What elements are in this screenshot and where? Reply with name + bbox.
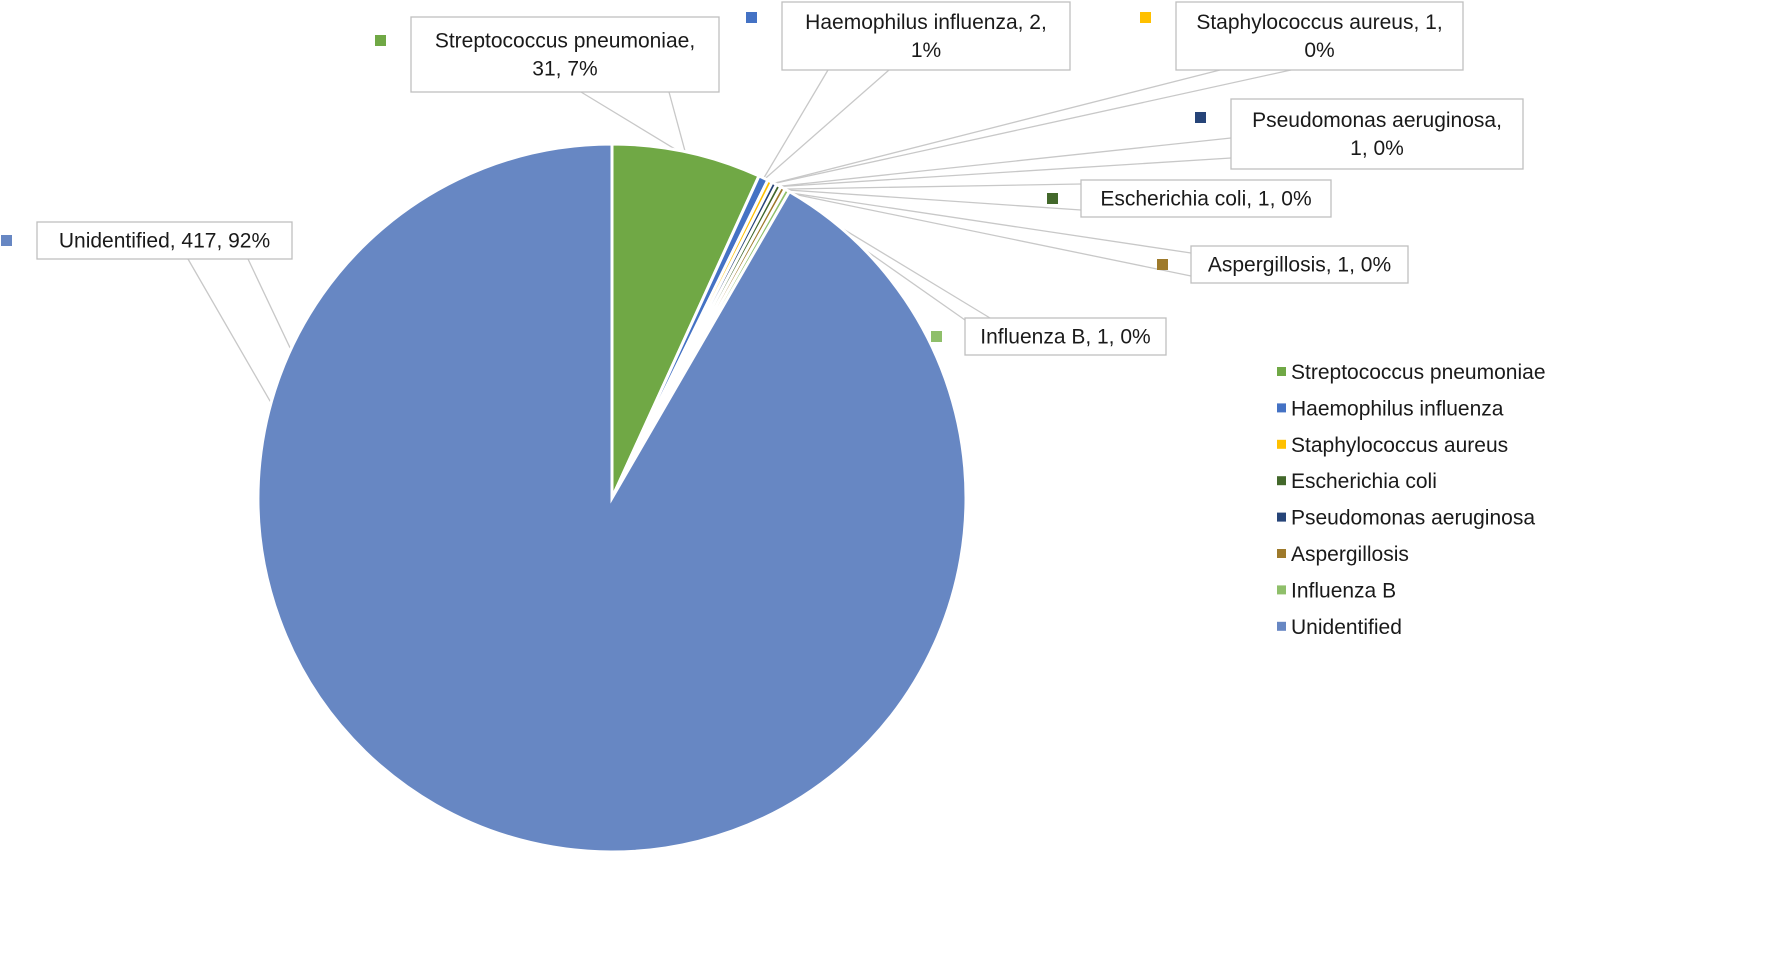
legend-swatch [1277,439,1286,449]
data-label-escherichia-coli: Escherichia coli, 1, 0% [1047,179,1332,218]
legend-label: Staphylococcus aureus [1291,434,1508,457]
legend-swatch [1277,476,1286,486]
leader-line-streptococcus-pneumoniae [668,91,687,157]
legend-swatch [1277,585,1286,595]
legend-label: Influenza B [1291,579,1396,602]
data-label-staphylococcus-aureus: Staphylococcus aureus, 1, 0% [1140,1,1464,71]
data-label-influenza-b: Influenza B, 1, 0% [931,317,1167,356]
legend-item-influenza-b: Influenza B [1277,579,1396,602]
data-label-key [1,235,12,246]
data-label-key [746,12,757,23]
leader-line-haemophilus-influenza [761,69,829,182]
leader-lines [187,69,1292,837]
leader-line-staphylococcus-aureus [768,69,1292,186]
data-label-text: 1, 0% [1350,137,1404,160]
legend: Streptococcus pneumoniae Haemophilus infl… [1277,361,1546,639]
data-label-key [1140,12,1151,23]
legend-item-aspergillosis: Aspergillosis [1277,543,1409,566]
data-label-key [1157,259,1168,270]
data-label-text: Haemophilus influenza, 2, [805,11,1047,34]
legend-label: Streptococcus pneumoniae [1291,361,1546,384]
legend-swatch [1277,367,1286,376]
data-label-haemophilus-influenza: Haemophilus influenza, 2, 1% [746,1,1071,71]
legend-item-staphylococcus-aureus: Staphylococcus aureus [1277,434,1508,457]
legend-label: Aspergillosis [1291,543,1409,566]
data-label-key [1195,112,1206,123]
data-label-box [1190,245,1409,284]
data-label-text: 0% [1304,39,1334,62]
data-label-key [1047,193,1058,204]
leader-line-aspergillosis [780,190,1192,254]
data-label-box [1080,179,1332,218]
data-label-text: Pseudomonas aeruginosa, [1252,109,1502,132]
legend-swatch [1277,549,1286,558]
legend-item-unidentified: Unidentified [1277,616,1402,639]
data-label-text: 31, 7% [532,58,597,81]
data-label-text: Unidentified, 417, 92% [59,230,270,253]
legend-item-haemophilus-influenza: Haemophilus influenza [1277,397,1504,420]
data-label-text: 1% [911,39,941,62]
data-label-text: Aspergillosis, 1, 0% [1208,254,1391,277]
leader-line-haemophilus-influenza [761,69,890,183]
legend-label: Escherichia coli [1291,470,1437,493]
data-label-key [375,35,386,46]
data-label-text: Streptococcus pneumoniae, [435,30,695,53]
data-label-key [931,331,942,342]
data-label-box [964,317,1167,356]
legend-label: Pseudomonas aeruginosa [1291,507,1535,530]
legend-swatch [1277,512,1286,522]
pie-slice-streptococcus-pneumoniae [610,142,761,499]
leader-line-aspergillosis [780,190,1192,277]
leader-line-staphylococcus-aureus [768,69,1221,186]
leader-line-pseudomonas-aeruginosa [772,137,1232,188]
pie-slice-unidentified [256,142,968,854]
legend-label: Haemophilus influenza [1291,397,1504,420]
leader-line-escherichia-coli [776,183,1082,190]
leader-line-streptococcus-pneumoniae [580,91,687,157]
data-label-box [781,1,1071,71]
data-label-unidentified: Unidentified, 417, 92% [1,221,293,260]
legend-item-pseudomonas-aeruginosa: Pseudomonas aeruginosa [1277,507,1535,530]
data-label-text: Staphylococcus aureus, 1, [1196,11,1442,34]
data-label-text: Escherichia coli, 1, 0% [1100,188,1311,211]
data-label-box [410,16,720,93]
data-label-streptococcus-pneumoniae: Streptococcus pneumoniae, 31, 7% [375,16,720,93]
legend-item-streptococcus-pneumoniae: Streptococcus pneumoniae [1277,361,1546,384]
pie-slices [256,142,968,854]
leader-line-pseudomonas-aeruginosa [772,157,1232,188]
leader-line-escherichia-coli [776,188,1082,211]
legend-swatch [1277,403,1286,413]
data-label-text: Influenza B, 1, 0% [980,326,1150,349]
data-label-box [36,221,293,260]
legend-label: Unidentified [1291,616,1402,639]
data-label-callouts: Streptococcus pneumoniae, 31, 7% Haemophil… [1,1,1524,356]
legend-item-escherichia-coli: Escherichia coli [1277,470,1437,493]
data-label-box [1230,98,1524,170]
legend-swatch [1277,621,1286,631]
data-label-box [1175,1,1464,71]
data-label-aspergillosis: Aspergillosis, 1, 0% [1157,245,1409,284]
data-label-pseudomonas-aeruginosa: Pseudomonas aeruginosa, 1, 0% [1195,98,1524,170]
